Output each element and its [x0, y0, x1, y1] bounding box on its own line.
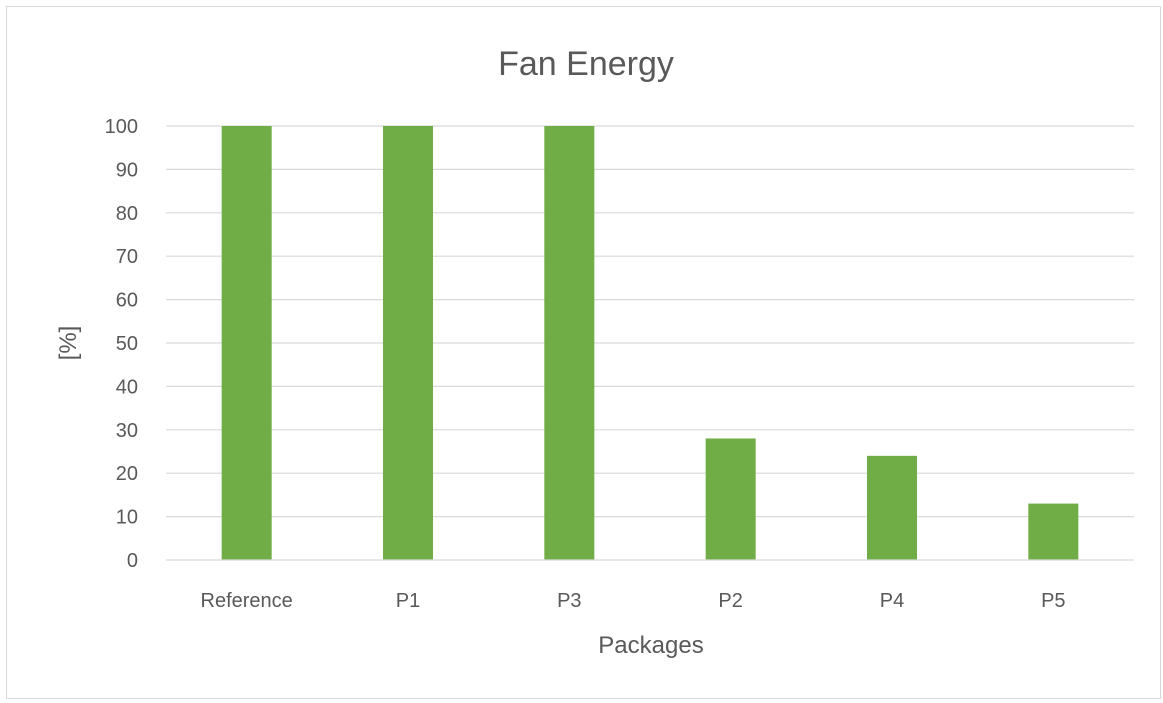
x-tick-label-reference: Reference — [201, 590, 293, 612]
x-tick-label-p4: P4 — [880, 590, 904, 612]
x-tick-label-p3: P3 — [557, 590, 581, 612]
y-tick-label-100: 100 — [105, 116, 138, 138]
x-axis-ticks: Reference P1 P3 P2 P4 P5 — [201, 590, 1066, 612]
y-tick-label-90: 90 — [116, 159, 138, 181]
bar-p2 — [705, 438, 756, 560]
y-tick-label-30: 30 — [116, 420, 138, 442]
y-tick-label-80: 80 — [116, 203, 138, 225]
y-axis-ticks: 0 10 20 30 40 50 60 70 80 90 100 — [105, 116, 138, 572]
bar-p5 — [1028, 503, 1079, 560]
bars — [221, 126, 1079, 560]
y-axis-title: [%] — [55, 326, 82, 361]
bar-p4 — [866, 455, 918, 560]
x-tick-label-p2: P2 — [718, 590, 742, 612]
x-axis-title: Packages — [598, 632, 703, 659]
y-tick-label-60: 60 — [116, 290, 138, 312]
y-tick-label-0: 0 — [127, 550, 138, 572]
y-tick-label-50: 50 — [116, 333, 138, 355]
y-tick-label-10: 10 — [116, 507, 138, 529]
bar-p1 — [382, 126, 434, 560]
bar-p3 — [544, 126, 595, 560]
y-tick-label-40: 40 — [116, 376, 138, 398]
x-tick-label-p5: P5 — [1041, 590, 1065, 612]
y-tick-label-20: 20 — [116, 463, 138, 485]
bar-reference — [221, 126, 272, 560]
x-tick-label-p1: P1 — [396, 590, 420, 612]
gridlines — [166, 125, 1134, 518]
y-tick-label-70: 70 — [116, 246, 138, 268]
chart-title: Fan Energy — [498, 45, 674, 83]
